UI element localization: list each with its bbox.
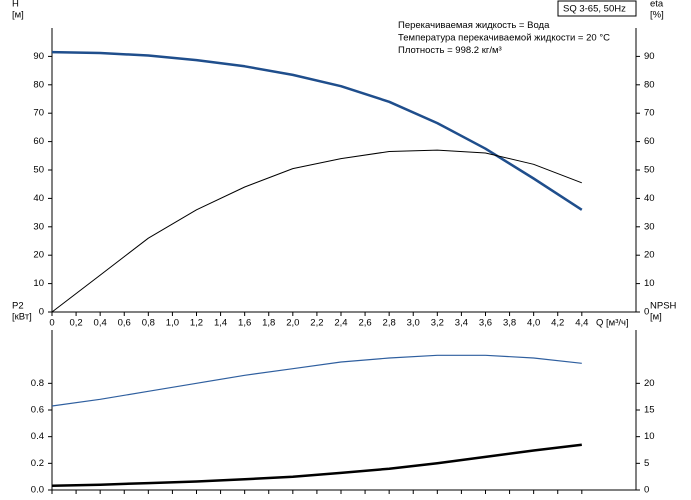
x-axis-label: Q [м³/ч] bbox=[596, 318, 629, 329]
y-tick-label: 50 bbox=[33, 165, 44, 176]
y-tick-label: 0.0 bbox=[31, 485, 44, 496]
y2-tick-label: 20 bbox=[644, 250, 655, 261]
x-tick-label: 2,2 bbox=[310, 318, 323, 329]
y2-tick-label: 30 bbox=[644, 221, 655, 232]
y-axis-label: [кВт] bbox=[12, 312, 32, 323]
x-tick-label: 2,8 bbox=[383, 318, 396, 329]
y-tick-label: 20 bbox=[33, 250, 44, 261]
x-tick-label: 1,6 bbox=[238, 318, 251, 329]
y2-tick-label: 60 bbox=[644, 136, 655, 147]
curve bbox=[51, 50, 583, 211]
annotation: SQ 3-65, 50Hz bbox=[563, 4, 626, 15]
x-tick-label: 3,6 bbox=[479, 318, 492, 329]
x-tick-label: 1,0 bbox=[166, 318, 179, 329]
y2-tick-label: 15 bbox=[644, 405, 655, 416]
y2-tick-label: 10 bbox=[644, 431, 655, 442]
x-tick-label: 4,0 bbox=[527, 318, 540, 329]
x-tick-label: 3,0 bbox=[407, 318, 420, 329]
y2-tick-label: 0 bbox=[644, 485, 649, 496]
annotation: Температура перекачиваемой жидкости = 20… bbox=[398, 33, 610, 44]
y-tick-label: 90 bbox=[33, 51, 44, 62]
x-tick-label: 1,2 bbox=[190, 318, 203, 329]
y-tick-label: 40 bbox=[33, 193, 44, 204]
y-tick-label: 0.2 bbox=[31, 458, 44, 469]
y-axis-label: H bbox=[12, 0, 19, 10]
x-tick-label: 4,4 bbox=[575, 318, 588, 329]
y2-tick-label: 50 bbox=[644, 165, 655, 176]
y2-axis-label: NPSH bbox=[650, 301, 677, 312]
x-tick-label: 2,4 bbox=[334, 318, 347, 329]
y2-axis-label: [%] bbox=[650, 10, 664, 21]
y2-tick-label: 5 bbox=[644, 458, 649, 469]
y2-tick-label: 90 bbox=[644, 51, 655, 62]
y2-tick-label: 0 bbox=[644, 307, 649, 318]
y2-tick-label: 40 bbox=[644, 193, 655, 204]
y-tick-label: 0 bbox=[39, 307, 44, 318]
x-tick-label: 3,2 bbox=[431, 318, 444, 329]
x-tick-label: 0,6 bbox=[118, 318, 131, 329]
y2-tick-label: 80 bbox=[644, 79, 655, 90]
x-tick-label: 1,8 bbox=[262, 318, 275, 329]
curve bbox=[51, 443, 582, 487]
x-tick-label: 3,4 bbox=[455, 318, 468, 329]
y-tick-label: 10 bbox=[33, 278, 44, 289]
y2-axis-label: eta bbox=[650, 0, 664, 10]
x-tick-label: 0,8 bbox=[142, 318, 155, 329]
x-tick-label: 1,4 bbox=[214, 318, 227, 329]
y-tick-label: 80 bbox=[33, 79, 44, 90]
x-tick-label: 4,2 bbox=[551, 318, 564, 329]
y-tick-label: 0.4 bbox=[31, 431, 44, 442]
y2-tick-label: 10 bbox=[644, 278, 655, 289]
x-tick-label: 0 bbox=[49, 318, 54, 329]
y-tick-label: 0.6 bbox=[31, 405, 44, 416]
annotation: Перекачиваемая жидкость = Вода bbox=[398, 20, 550, 31]
y-tick-label: 70 bbox=[33, 108, 44, 119]
curve bbox=[51, 354, 582, 407]
y-axis-label: P2 bbox=[12, 301, 24, 312]
x-tick-label: 0,4 bbox=[94, 318, 107, 329]
y-tick-label: 0.8 bbox=[31, 378, 44, 389]
y2-tick-label: 20 bbox=[644, 378, 655, 389]
y2-tick-label: 70 bbox=[644, 108, 655, 119]
y-tick-label: 60 bbox=[33, 136, 44, 147]
y-tick-label: 30 bbox=[33, 221, 44, 232]
x-tick-label: 3,8 bbox=[503, 318, 516, 329]
x-tick-label: 2,0 bbox=[286, 318, 299, 329]
annotation-box bbox=[557, 0, 637, 17]
annotation: Плотность = 998.2 кг/м³ bbox=[398, 45, 502, 56]
y-axis-label: [м] bbox=[12, 10, 24, 21]
y2-axis-label: [м] bbox=[650, 312, 662, 323]
curve bbox=[51, 149, 582, 313]
x-tick-label: 2,6 bbox=[358, 318, 371, 329]
x-tick-label: 0,2 bbox=[69, 318, 82, 329]
